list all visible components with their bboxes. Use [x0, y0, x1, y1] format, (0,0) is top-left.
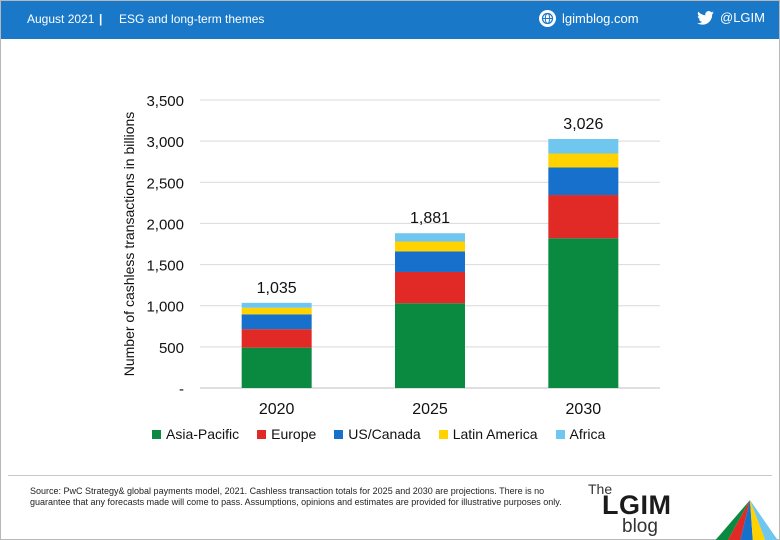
twitter-bird-icon — [697, 10, 714, 25]
y-tick-label: 3,000 — [146, 134, 184, 151]
chart-legend: Asia-Pacific Europe US/Canada Latin Amer… — [152, 426, 605, 442]
header-date: August 2021 — [27, 12, 95, 26]
legend-label-africa: Africa — [569, 426, 606, 442]
legend-swatch-latin-america — [438, 429, 448, 439]
source-note: Source: PwC Strategy& global payments mo… — [30, 486, 562, 507]
legend-swatch-africa — [555, 429, 565, 439]
bar-latin-america-2030 — [548, 153, 619, 168]
total-label-2020: 1,035 — [257, 280, 297, 297]
total-label-2025: 1,881 — [410, 210, 450, 227]
x-tick-label-2030: 2030 — [566, 401, 602, 418]
legend-item-europe: Europe — [257, 426, 316, 442]
y-tick-label: 3,500 — [146, 93, 184, 110]
total-label-2030: 3,026 — [563, 116, 603, 133]
twitter-handle: @LGIM — [720, 10, 765, 25]
y-tick-label: 500 — [159, 340, 184, 357]
site-label: lgimblog.com — [562, 11, 639, 26]
logo-blog: blog — [622, 516, 658, 537]
bar-europe-2025 — [395, 271, 465, 304]
legend-label-latin-america: Latin America — [452, 426, 538, 442]
stacked-bar-chart: - 500 1,000 1,500 2,000 2,500 3,000 3,500 Number… — [121, 93, 660, 418]
legend-swatch-asia-pacific — [152, 429, 161, 439]
umbrella-icon — [715, 500, 778, 540]
x-tick-label-2020: 2020 — [259, 401, 295, 418]
bar-latin-america-2025 — [395, 241, 465, 252]
y-tick-label: 2,000 — [146, 216, 184, 233]
site-link[interactable]: lgimblog.com — [539, 10, 639, 27]
y-tick-label: - — [179, 381, 184, 398]
bar-asia-pacific-2030 — [548, 238, 619, 388]
bar-africa-2025 — [395, 233, 465, 242]
legend-label-asia-pacific: Asia-Pacific — [166, 426, 240, 442]
twitter-link[interactable]: @LGIM — [697, 10, 765, 25]
bar-us-canada-2025 — [395, 251, 465, 272]
x-tick-label-2025: 2025 — [412, 401, 448, 418]
legend-item-us-canada: US/Canada — [334, 426, 421, 442]
bar-asia-pacific-2020 — [241, 347, 312, 388]
logo-the: The — [588, 481, 613, 497]
bar-us-canada-2020 — [241, 314, 312, 330]
chart-area: - 500 1,000 1,500 2,000 2,500 3,000 3,500 Number… — [0, 40, 780, 470]
legend-label-europe: Europe — [271, 426, 317, 442]
legend-swatch-us-canada — [334, 429, 344, 439]
lgim-blog-logo[interactable]: The LGIM blog — [584, 478, 780, 540]
bar-us-canada-2030 — [548, 167, 619, 196]
footer-divider — [8, 475, 772, 476]
header-separator: | — [99, 12, 103, 26]
globe-icon — [539, 10, 556, 27]
legend-item-latin-america: Latin America — [438, 426, 538, 442]
y-tick-label: 1,500 — [146, 258, 184, 275]
logo-lgim: LGIM — [602, 490, 672, 520]
header-theme-link[interactable]: ESG and long-term themes — [119, 12, 265, 26]
bar-europe-2020 — [241, 329, 312, 348]
legend-item-africa: Africa — [555, 426, 606, 442]
bar-asia-pacific-2025 — [395, 303, 465, 388]
y-tick-label: 2,500 — [146, 175, 184, 192]
header-bar: August 2021 | ESG and long-term themes l… — [1, 1, 779, 39]
bar-africa-2020 — [241, 302, 312, 308]
legend-swatch-europe — [257, 429, 267, 439]
y-axis-label: Number of cashless transactions in billi… — [121, 112, 137, 377]
bar-africa-2030 — [548, 139, 619, 154]
bar-europe-2030 — [548, 195, 619, 239]
legend-label-us-canada: US/Canada — [348, 426, 421, 442]
legend-item-asia-pacific: Asia-Pacific — [152, 426, 239, 442]
y-tick-label: 1,000 — [146, 299, 184, 316]
bar-latin-america-2020 — [241, 307, 312, 315]
